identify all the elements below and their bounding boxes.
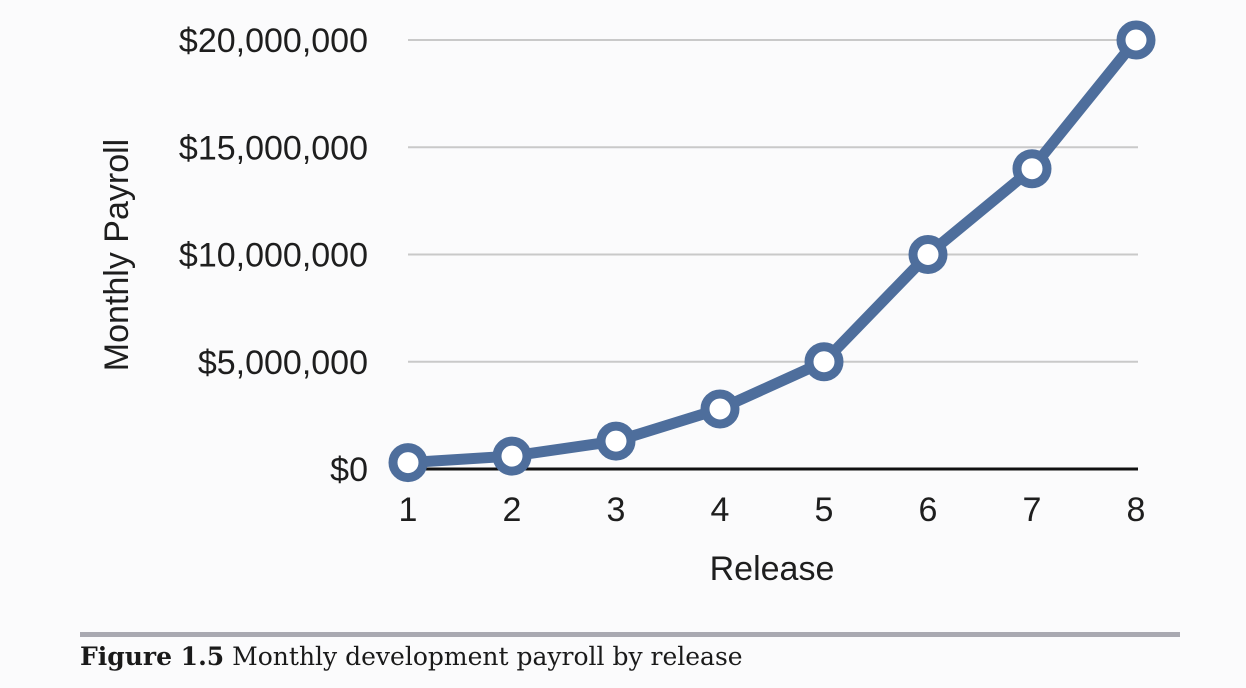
x-tick-label: 6 bbox=[919, 491, 938, 529]
x-tick-label: 2 bbox=[503, 491, 522, 529]
data-point bbox=[1012, 149, 1052, 189]
x-tick-label: 7 bbox=[1023, 491, 1042, 529]
x-tick-label: 5 bbox=[815, 491, 834, 529]
data-point bbox=[804, 342, 844, 382]
y-tick-label: $5,000,000 bbox=[198, 344, 368, 382]
data-point bbox=[700, 389, 740, 429]
figure-label: Figure 1.5 bbox=[80, 642, 225, 671]
x-tick-label: 1 bbox=[399, 491, 418, 529]
data-point bbox=[908, 235, 948, 274]
y-tick-label: $0 bbox=[330, 451, 368, 489]
caption-divider bbox=[80, 632, 1180, 637]
data-points bbox=[388, 20, 1156, 483]
x-axis-title: Release bbox=[710, 550, 835, 588]
data-point bbox=[1116, 20, 1156, 60]
y-tick-label: $20,000,000 bbox=[179, 22, 368, 60]
x-tick-label: 3 bbox=[607, 491, 626, 529]
data-point bbox=[596, 421, 636, 461]
data-point bbox=[388, 443, 428, 483]
x-tick-label: 8 bbox=[1127, 491, 1146, 529]
y-axis-title: Monthly Payroll bbox=[98, 139, 136, 371]
payroll-line-chart: $0 $5,000,000 $10,000,000 $15,000,000 $20,00… bbox=[98, 20, 1156, 588]
y-tick-label: $10,000,000 bbox=[179, 237, 368, 275]
y-axis-ticks: $0 $5,000,000 $10,000,000 $15,000,000 $20,00… bbox=[179, 22, 368, 489]
x-axis-ticks: 1 2 3 4 5 6 7 8 bbox=[399, 491, 1146, 529]
figure-caption: Figure 1.5 Monthly development payroll b… bbox=[80, 642, 743, 671]
figure-caption-text: Monthly development payroll by release bbox=[232, 642, 743, 671]
data-point bbox=[492, 436, 532, 476]
x-tick-label: 4 bbox=[711, 491, 730, 529]
gridlines bbox=[408, 39, 1138, 363]
y-tick-label: $15,000,000 bbox=[179, 129, 368, 167]
series-line bbox=[402, 34, 1142, 469]
